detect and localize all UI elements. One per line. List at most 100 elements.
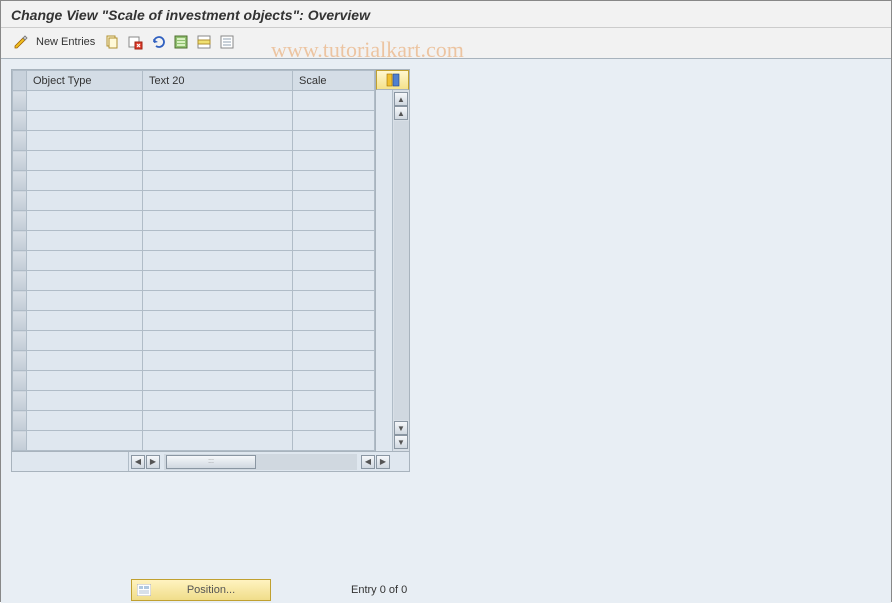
cell[interactable] xyxy=(27,191,143,211)
cell[interactable] xyxy=(143,431,293,451)
cell[interactable] xyxy=(143,191,293,211)
cell[interactable] xyxy=(293,151,375,171)
cell[interactable] xyxy=(27,251,143,271)
cell[interactable] xyxy=(293,231,375,251)
cell[interactable] xyxy=(143,331,293,351)
deselect-icon[interactable] xyxy=(217,32,237,52)
cell[interactable] xyxy=(143,311,293,331)
cell[interactable] xyxy=(143,351,293,371)
column-header-text20[interactable]: Text 20 xyxy=(143,71,293,91)
cell[interactable] xyxy=(293,431,375,451)
row-selector[interactable] xyxy=(13,291,27,311)
cell[interactable] xyxy=(27,331,143,351)
column-header-scale[interactable]: Scale xyxy=(293,71,375,91)
scroll-left-step-button[interactable]: ◀ xyxy=(361,455,375,469)
cell[interactable] xyxy=(143,131,293,151)
cell[interactable] xyxy=(143,211,293,231)
copy-icon[interactable] xyxy=(102,32,122,52)
cell[interactable] xyxy=(293,311,375,331)
cell[interactable] xyxy=(293,131,375,151)
cell[interactable] xyxy=(293,191,375,211)
hscroll-thumb[interactable]: ::: xyxy=(166,455,256,469)
row-selector[interactable] xyxy=(13,411,27,431)
row-selector[interactable] xyxy=(13,271,27,291)
scroll-left-button[interactable]: ◀ xyxy=(131,455,145,469)
cell[interactable] xyxy=(27,351,143,371)
cell[interactable] xyxy=(293,211,375,231)
row-selector[interactable] xyxy=(13,431,27,451)
cell[interactable] xyxy=(143,271,293,291)
row-selector-header[interactable] xyxy=(13,71,27,91)
cell[interactable] xyxy=(143,231,293,251)
scroll-right-button[interactable]: ▶ xyxy=(376,455,390,469)
new-entries-button[interactable]: New Entries xyxy=(36,36,95,48)
horizontal-scrollbar-row: ◀ ▶ ::: ◀ ▶ xyxy=(12,451,409,471)
cell[interactable] xyxy=(143,171,293,191)
row-selector[interactable] xyxy=(13,251,27,271)
row-selector[interactable] xyxy=(13,191,27,211)
column-header-object-type[interactable]: Object Type xyxy=(27,71,143,91)
undo-icon[interactable] xyxy=(148,32,168,52)
cell[interactable] xyxy=(27,211,143,231)
cell[interactable] xyxy=(293,331,375,351)
cell[interactable] xyxy=(27,291,143,311)
cell[interactable] xyxy=(143,291,293,311)
row-selector[interactable] xyxy=(13,391,27,411)
cell[interactable] xyxy=(293,251,375,271)
cell[interactable] xyxy=(27,411,143,431)
row-selector[interactable] xyxy=(13,111,27,131)
pencil-icon[interactable] xyxy=(11,32,31,52)
row-selector[interactable] xyxy=(13,231,27,251)
cell[interactable] xyxy=(143,111,293,131)
row-selector[interactable] xyxy=(13,151,27,171)
cell[interactable] xyxy=(293,291,375,311)
row-selector[interactable] xyxy=(13,351,27,371)
cell[interactable] xyxy=(143,151,293,171)
cell[interactable] xyxy=(143,391,293,411)
cell[interactable] xyxy=(27,131,143,151)
cell[interactable] xyxy=(27,171,143,191)
cell[interactable] xyxy=(27,111,143,131)
cell[interactable] xyxy=(27,271,143,291)
delete-icon[interactable] xyxy=(125,32,145,52)
cell[interactable] xyxy=(27,371,143,391)
row-selector[interactable] xyxy=(13,211,27,231)
scroll-right-step-button[interactable]: ▶ xyxy=(146,455,160,469)
hscroll-track[interactable]: ::: xyxy=(164,454,357,470)
scroll-down-button-2[interactable]: ▼ xyxy=(394,421,408,435)
cell[interactable] xyxy=(27,91,143,111)
cell[interactable] xyxy=(293,91,375,111)
row-selector[interactable] xyxy=(13,91,27,111)
cell[interactable] xyxy=(27,391,143,411)
scroll-down-button[interactable]: ▼ xyxy=(394,435,408,449)
cell[interactable] xyxy=(143,91,293,111)
scroll-up-button[interactable]: ▲ xyxy=(394,92,408,106)
row-selector[interactable] xyxy=(13,371,27,391)
scroll-up-button-2[interactable]: ▲ xyxy=(394,106,408,120)
table-settings-icon[interactable] xyxy=(376,70,409,90)
table-row xyxy=(13,291,375,311)
row-selector[interactable] xyxy=(13,311,27,331)
cell[interactable] xyxy=(293,111,375,131)
cell[interactable] xyxy=(27,231,143,251)
cell[interactable] xyxy=(293,411,375,431)
row-selector[interactable] xyxy=(13,131,27,151)
cell[interactable] xyxy=(27,151,143,171)
cell[interactable] xyxy=(143,371,293,391)
select-all-icon[interactable] xyxy=(171,32,191,52)
row-selector[interactable] xyxy=(13,331,27,351)
row-selector[interactable] xyxy=(13,171,27,191)
cell[interactable] xyxy=(143,251,293,271)
scroll-track[interactable] xyxy=(394,121,409,420)
cell[interactable] xyxy=(293,171,375,191)
select-block-icon[interactable] xyxy=(194,32,214,52)
cell[interactable] xyxy=(293,371,375,391)
cell[interactable] xyxy=(293,271,375,291)
cell[interactable] xyxy=(27,311,143,331)
vertical-scrollbar[interactable]: ▲ ▲ ▼ ▼ xyxy=(392,90,409,451)
position-button[interactable]: Position... xyxy=(131,579,271,601)
cell[interactable] xyxy=(293,351,375,371)
cell[interactable] xyxy=(143,411,293,431)
cell[interactable] xyxy=(27,431,143,451)
cell[interactable] xyxy=(293,391,375,411)
